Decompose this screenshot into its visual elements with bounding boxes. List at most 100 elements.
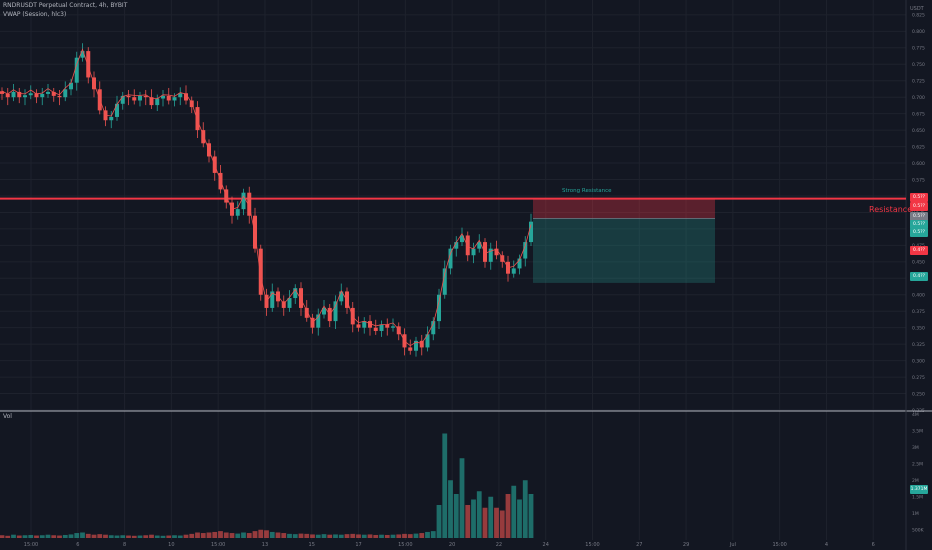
candle-body <box>431 321 436 335</box>
position-tool <box>0 197 906 283</box>
volume-bar <box>264 530 269 538</box>
candle-body <box>368 321 372 328</box>
candle-body <box>126 95 131 98</box>
volume-bar <box>160 535 166 538</box>
volume-tick-label: 2M <box>912 478 919 484</box>
candle-body <box>299 288 303 308</box>
time-tick-label: 4 <box>825 542 828 548</box>
candle-body <box>293 288 298 299</box>
candle-body <box>172 97 177 101</box>
time-tick-label: 6 <box>872 542 875 548</box>
volume-bar <box>62 534 68 538</box>
volume-bar <box>131 535 137 538</box>
candle-body <box>80 51 85 58</box>
volume-tick-label: 1M <box>912 511 919 517</box>
volume-bar <box>172 535 177 538</box>
price-tag: 0.4?? <box>910 246 928 255</box>
candle-body <box>57 95 62 98</box>
candle-body <box>51 91 56 96</box>
candle-body <box>184 93 188 101</box>
candle-body <box>132 97 137 101</box>
volume-pane-title: Vol <box>3 413 12 420</box>
price-tick-label: 0.600 <box>912 161 925 167</box>
candle-body <box>523 242 528 259</box>
candle-body <box>258 248 263 295</box>
time-tick-label: 24 <box>543 542 549 548</box>
time-tick-label: 17 <box>355 542 361 548</box>
volume-bar <box>442 433 448 538</box>
volume-bar <box>522 480 528 538</box>
volume-bar <box>45 534 51 538</box>
volume-bar <box>390 534 396 538</box>
candle-body <box>322 307 326 315</box>
volume-bar <box>200 533 206 538</box>
time-tick-label: 27 <box>636 542 642 548</box>
time-tick-label: 15:00 <box>211 542 225 548</box>
candle-body <box>161 95 165 99</box>
candle-body <box>471 248 476 256</box>
candle-body <box>74 57 79 83</box>
volume-tick-label: 4M <box>912 412 919 418</box>
volume-bar <box>453 494 459 538</box>
time-tick-label: Jul <box>729 542 736 548</box>
price-tick-label: 0.575 <box>912 177 925 183</box>
candle-body <box>373 327 378 331</box>
volume-bar <box>137 535 143 538</box>
candle-body <box>155 98 160 106</box>
candle-body <box>201 130 206 144</box>
volume-tick-label: 2.5M <box>912 462 923 468</box>
time-tick-label: 10 <box>168 542 174 548</box>
volume-bar <box>235 533 241 538</box>
price-tick-label: 0.650 <box>912 128 925 134</box>
resistance-label: Resistance <box>869 205 913 214</box>
price-tag: 0.5?? <box>910 212 928 221</box>
volume-bar <box>511 485 517 538</box>
volume-bar <box>166 535 172 538</box>
volume-bar <box>476 491 482 538</box>
volume-bar <box>120 535 126 538</box>
candle-body <box>488 248 493 262</box>
price-tag: 0.4?? <box>910 272 928 281</box>
volume-bar <box>183 534 189 538</box>
volume-bar <box>34 535 39 538</box>
candle-body <box>379 324 384 331</box>
volume-bar <box>321 534 327 538</box>
volume-bar <box>275 532 281 538</box>
volume-tick-label: 1.5M <box>912 495 923 501</box>
volume-bar <box>103 534 108 538</box>
volume-bar <box>304 533 310 538</box>
volume-bar <box>402 533 407 538</box>
volume-bar <box>528 494 534 538</box>
volume-bar <box>11 534 16 538</box>
volume-bar <box>241 532 246 538</box>
volume-bar <box>482 507 488 538</box>
symbol-legend[interactable]: RNDRUSDT Perpetual Contract, 4h, BYBIT <box>3 2 128 9</box>
candle-body <box>483 242 487 262</box>
volume-bar <box>16 535 22 538</box>
volume-tick-label: 3.5M <box>912 429 923 435</box>
price-tick-label: 0.675 <box>912 111 925 117</box>
candle-body <box>34 93 39 98</box>
volume-bar <box>327 534 333 538</box>
volume-bar <box>350 533 356 538</box>
candle-body <box>494 248 499 256</box>
price-tag: 0.5?? <box>910 228 928 237</box>
candle-body <box>120 95 125 104</box>
volume-bar <box>298 533 304 538</box>
volume-bar <box>310 534 315 538</box>
volume-bar <box>344 534 350 538</box>
volume-bar <box>488 496 494 538</box>
price-tag: 0.5?? <box>910 193 928 202</box>
time-tick-label: 15:00 <box>24 542 38 548</box>
candle-body <box>391 326 395 328</box>
candle-body <box>517 258 522 269</box>
volume-bar <box>22 535 28 538</box>
volume-bar <box>0 535 5 538</box>
volume-bar <box>74 533 80 538</box>
volume-bar <box>494 507 499 538</box>
candle-body <box>149 97 154 106</box>
indicator-legend[interactable]: VWAP (Session, hlc3) <box>3 11 67 18</box>
